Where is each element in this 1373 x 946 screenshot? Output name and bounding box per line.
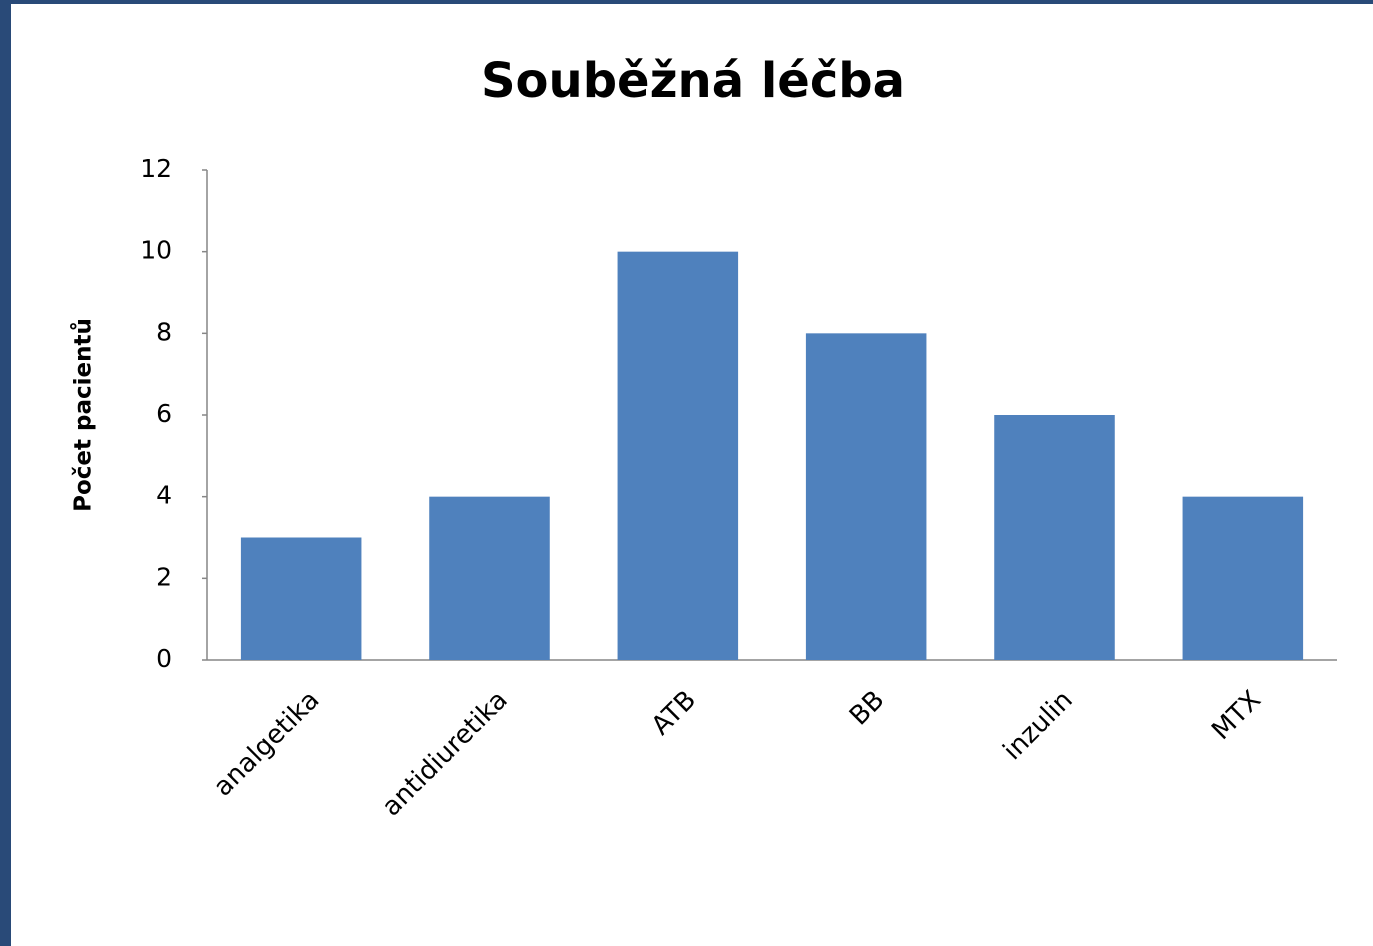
y-tick-label: 8 bbox=[156, 317, 172, 346]
y-tick-label: 0 bbox=[156, 644, 172, 673]
y-tick-label: 6 bbox=[156, 399, 172, 428]
y-tick-label: 10 bbox=[140, 236, 172, 265]
bar bbox=[429, 496, 550, 660]
y-tick-label: 4 bbox=[156, 481, 172, 510]
chart-title: Souběžná léčba bbox=[481, 53, 905, 109]
bar bbox=[805, 333, 927, 660]
y-tick-label: 2 bbox=[156, 562, 172, 591]
y-axis-label: Počet pacientů bbox=[70, 318, 97, 512]
bar bbox=[1182, 496, 1304, 660]
bar bbox=[240, 537, 362, 660]
y-tick-label: 12 bbox=[140, 154, 172, 183]
bar bbox=[617, 251, 739, 660]
bar bbox=[994, 415, 1115, 660]
